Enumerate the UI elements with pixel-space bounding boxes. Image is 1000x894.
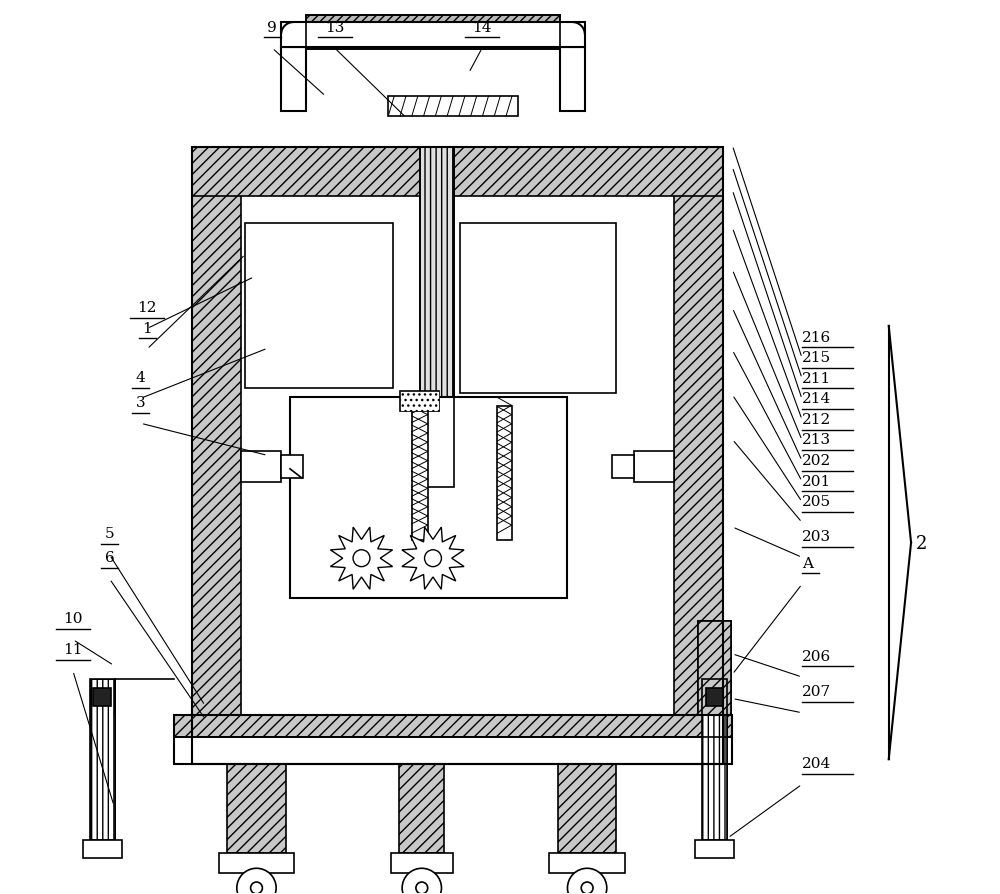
Text: 205: 205 [802, 494, 831, 509]
Bar [460, 224, 616, 393]
Bar [399, 763, 444, 853]
Text: 1: 1 [142, 322, 152, 335]
Circle shape [402, 868, 441, 894]
Bar [391, 853, 453, 873]
Bar [497, 407, 512, 541]
Text: 13: 13 [325, 21, 344, 35]
Bar [400, 392, 439, 411]
Text: 202: 202 [802, 453, 831, 468]
Bar [558, 763, 616, 853]
Text: 214: 214 [802, 392, 831, 406]
Bar [400, 392, 439, 411]
Bar [306, 16, 560, 50]
Text: 4: 4 [136, 370, 146, 384]
Circle shape [251, 882, 262, 894]
Bar [192, 148, 241, 763]
Bar [174, 715, 732, 763]
Text: 2: 2 [916, 534, 927, 552]
Bar [698, 621, 731, 715]
Bar [281, 48, 306, 113]
Bar [281, 456, 303, 478]
Bar [706, 688, 723, 706]
Text: 206: 206 [802, 649, 831, 663]
Bar [174, 715, 732, 737]
Circle shape [237, 868, 276, 894]
Bar [245, 224, 393, 389]
Circle shape [567, 868, 607, 894]
Bar [93, 688, 111, 706]
Text: 203: 203 [802, 529, 831, 544]
Text: 12: 12 [137, 301, 157, 315]
Bar [702, 679, 727, 839]
Text: 201: 201 [802, 474, 831, 488]
Bar [192, 148, 723, 197]
Text: 207: 207 [802, 685, 831, 699]
Text: 212: 212 [802, 412, 831, 426]
Bar [174, 737, 732, 763]
Bar [90, 679, 115, 839]
Bar [702, 679, 727, 839]
Text: 215: 215 [802, 351, 831, 365]
Bar [549, 853, 625, 873]
Text: 213: 213 [802, 433, 831, 447]
Bar [83, 839, 122, 857]
Text: 11: 11 [63, 643, 83, 657]
Bar [674, 148, 723, 763]
Bar [227, 763, 286, 853]
Bar [306, 16, 560, 50]
Bar [241, 148, 674, 715]
Bar [241, 451, 281, 483]
Text: 6: 6 [105, 551, 114, 565]
Bar [281, 23, 585, 48]
Circle shape [416, 882, 428, 894]
Circle shape [581, 882, 593, 894]
Polygon shape [402, 527, 464, 590]
Bar [219, 853, 294, 873]
Text: A: A [802, 556, 813, 570]
Bar [634, 451, 674, 483]
Bar [192, 148, 723, 763]
Bar [420, 148, 454, 487]
Bar [612, 456, 634, 478]
Text: 9: 9 [267, 21, 277, 35]
Text: 3: 3 [136, 395, 146, 409]
Bar [290, 398, 567, 599]
Text: 10: 10 [63, 611, 83, 626]
Text: 211: 211 [802, 371, 831, 385]
Bar [695, 839, 734, 857]
Bar [412, 407, 428, 541]
Text: 14: 14 [472, 21, 492, 35]
Text: 5: 5 [105, 527, 114, 541]
Bar [388, 97, 518, 117]
Text: 216: 216 [802, 331, 831, 344]
Text: 204: 204 [802, 756, 831, 770]
Polygon shape [330, 527, 393, 590]
Bar [420, 148, 454, 487]
Circle shape [425, 550, 441, 567]
Bar [560, 48, 585, 113]
Circle shape [353, 550, 370, 567]
Bar [192, 739, 723, 763]
Bar [90, 679, 115, 839]
Bar [698, 621, 731, 715]
